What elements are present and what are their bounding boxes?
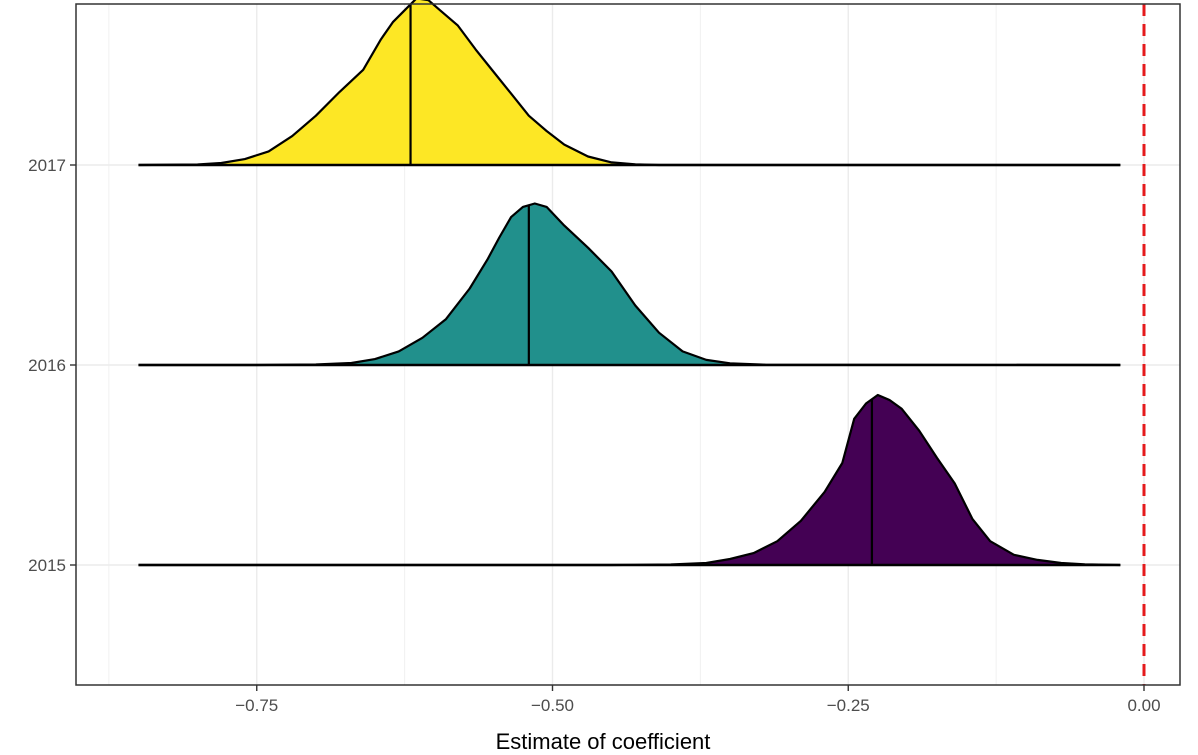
density-outline-2017 xyxy=(137,0,1122,167)
density-fill-2015 xyxy=(138,395,1121,565)
x-tick-label: −0.25 xyxy=(827,696,870,715)
density-ridges xyxy=(137,0,1122,567)
y-tick-label: 2016 xyxy=(28,356,66,375)
x-tick-label: 0.00 xyxy=(1127,696,1160,715)
density-fill-2017 xyxy=(138,0,1121,165)
y-tick-label: 2015 xyxy=(28,556,66,575)
density-outline-2016 xyxy=(137,202,1122,367)
panel-border xyxy=(75,3,1181,686)
axes: −0.75 −0.50 −0.25 0.00 2015 2016 2017 xyxy=(28,156,1160,715)
x-axis-title: Estimate of coefficient xyxy=(496,729,711,754)
x-tick-label: −0.50 xyxy=(531,696,574,715)
y-tick-label: 2017 xyxy=(28,156,66,175)
density-fill-2016 xyxy=(138,203,1121,365)
density-outline-2015 xyxy=(137,393,1122,567)
x-tick-label: −0.75 xyxy=(235,696,278,715)
